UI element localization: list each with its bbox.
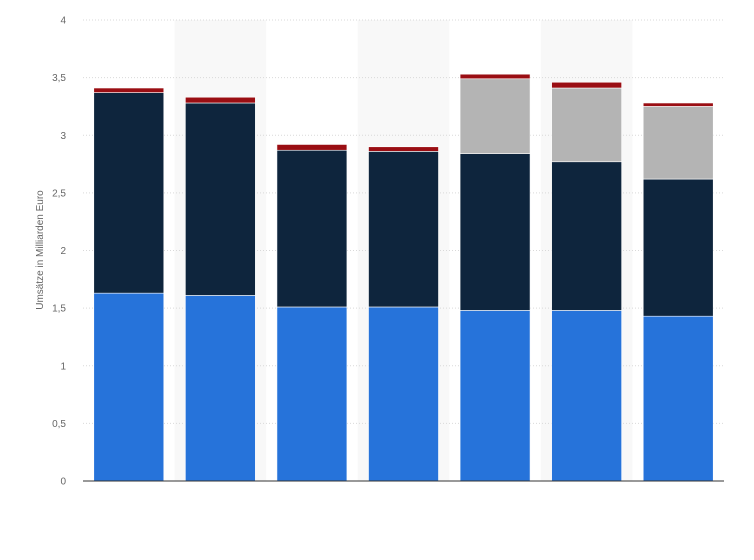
bar-segment-series-1-col-3: [276, 306, 348, 482]
bar-segment-series-3-col-6: [551, 87, 622, 163]
y-tick-label: 1,5: [52, 304, 66, 315]
bar-segment-series-3-col-7: [642, 106, 714, 180]
bar-segment-series-4-col-5: [459, 73, 531, 80]
y-tick-label: 2: [60, 246, 66, 257]
y-tick-label: 1: [60, 361, 66, 372]
bar-segment-series-1-col-4: [368, 306, 439, 482]
bar-segment-series-2-col-3: [276, 149, 348, 308]
bar-segment-series-1-col-6: [551, 310, 622, 482]
bar-segment-series-2-col-4: [368, 151, 439, 308]
y-tick-label: 3: [60, 131, 66, 142]
bar-segment-series-4-col-7: [642, 102, 714, 107]
y-tick-label: 0,5: [52, 419, 66, 430]
bar-segment-series-1-col-1: [93, 292, 165, 482]
y-tick-label: 2,5: [52, 188, 66, 199]
bars: [93, 73, 714, 482]
bar-segment-series-3-col-5: [459, 78, 531, 154]
bar-segment-series-2-col-5: [459, 153, 531, 311]
y-tick-label: 4: [60, 16, 66, 27]
bar-segment-series-2-col-1: [93, 92, 165, 294]
bar-segment-series-4-col-4: [368, 146, 439, 152]
bar-segment-series-4-col-2: [185, 96, 256, 104]
bar-segment-series-2-col-6: [551, 161, 622, 311]
bar-segment-series-1-col-7: [642, 315, 714, 482]
bar-segment-series-4-col-1: [93, 87, 165, 93]
bar-segment-series-2-col-7: [642, 178, 714, 317]
bar-segment-series-2-col-2: [185, 102, 256, 296]
y-tick-label: 0: [60, 477, 66, 488]
bar-segment-series-4-col-3: [276, 144, 348, 151]
bar-segment-series-1-col-2: [185, 295, 256, 482]
bar-segment-series-4-col-6: [551, 81, 622, 89]
bar-segment-series-1-col-5: [459, 310, 531, 482]
y-tick-label: 3,5: [52, 73, 66, 84]
y-axis-title: Umsätze in Milliarden Euro: [35, 190, 46, 310]
y-axis-tick-labels: 0 0,5 1 1,5 2 2,5 3 3,5 4: [52, 16, 66, 488]
